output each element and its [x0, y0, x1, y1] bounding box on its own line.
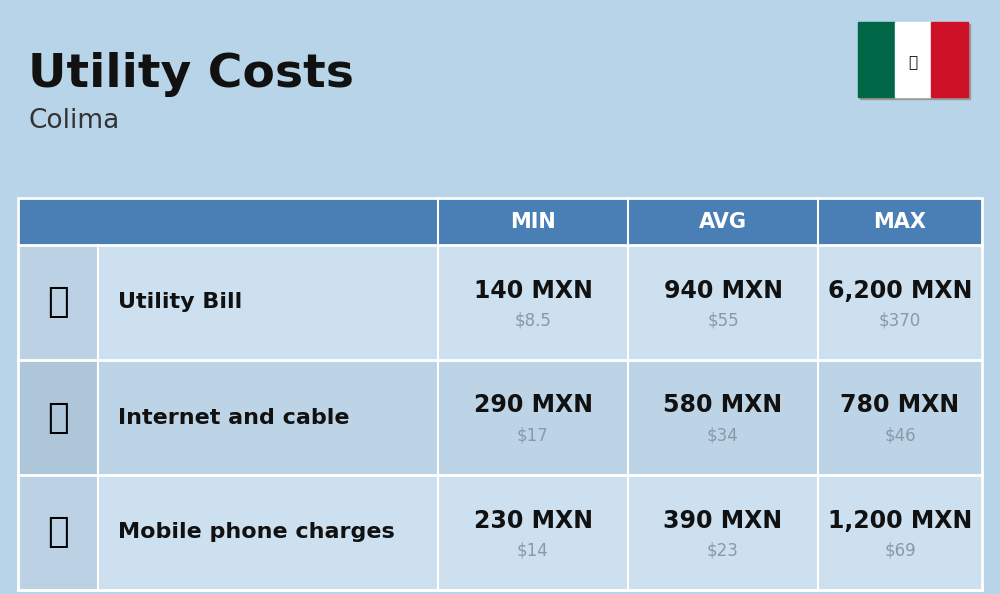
- Text: 390 MXN: 390 MXN: [663, 508, 783, 532]
- Text: 1,200 MXN: 1,200 MXN: [828, 508, 972, 532]
- Text: MAX: MAX: [874, 211, 926, 232]
- Text: 6,200 MXN: 6,200 MXN: [828, 279, 972, 302]
- Text: 940 MXN: 940 MXN: [664, 279, 782, 302]
- Text: MIN: MIN: [510, 211, 556, 232]
- Text: Internet and cable: Internet and cable: [118, 407, 350, 428]
- Text: Mobile phone charges: Mobile phone charges: [118, 523, 395, 542]
- FancyBboxPatch shape: [29, 504, 87, 561]
- Text: 🔌: 🔌: [47, 286, 69, 320]
- Text: 580 MXN: 580 MXN: [663, 393, 783, 418]
- Text: 📶: 📶: [47, 400, 69, 434]
- Text: 290 MXN: 290 MXN: [474, 393, 592, 418]
- Text: $8.5: $8.5: [515, 311, 551, 330]
- Bar: [18, 245, 982, 360]
- Text: 780 MXN: 780 MXN: [840, 393, 960, 418]
- Text: 📱: 📱: [47, 516, 69, 549]
- Bar: [18, 475, 982, 590]
- Text: Utility Bill: Utility Bill: [118, 292, 242, 312]
- Text: $69: $69: [884, 542, 916, 560]
- Text: 🦅: 🦅: [908, 55, 918, 70]
- Text: Colima: Colima: [28, 108, 119, 134]
- Text: $55: $55: [707, 311, 739, 330]
- Text: $46: $46: [884, 426, 916, 444]
- Text: $370: $370: [879, 311, 921, 330]
- Bar: [895, 22, 931, 97]
- Bar: [860, 24, 970, 99]
- Bar: [18, 360, 98, 475]
- Text: $34: $34: [707, 426, 739, 444]
- Bar: [858, 22, 895, 97]
- Text: $23: $23: [707, 542, 739, 560]
- Bar: [18, 198, 982, 245]
- Bar: [931, 22, 968, 97]
- Bar: [18, 198, 982, 590]
- Text: AVG: AVG: [699, 211, 747, 232]
- Text: Utility Costs: Utility Costs: [28, 52, 354, 97]
- FancyBboxPatch shape: [29, 273, 87, 331]
- FancyBboxPatch shape: [29, 388, 87, 447]
- Bar: [18, 245, 98, 360]
- Text: $14: $14: [517, 542, 549, 560]
- Bar: [18, 198, 438, 245]
- Text: 140 MXN: 140 MXN: [474, 279, 592, 302]
- Bar: [18, 360, 982, 475]
- Text: $17: $17: [517, 426, 549, 444]
- Bar: [18, 475, 98, 590]
- Text: 230 MXN: 230 MXN: [474, 508, 592, 532]
